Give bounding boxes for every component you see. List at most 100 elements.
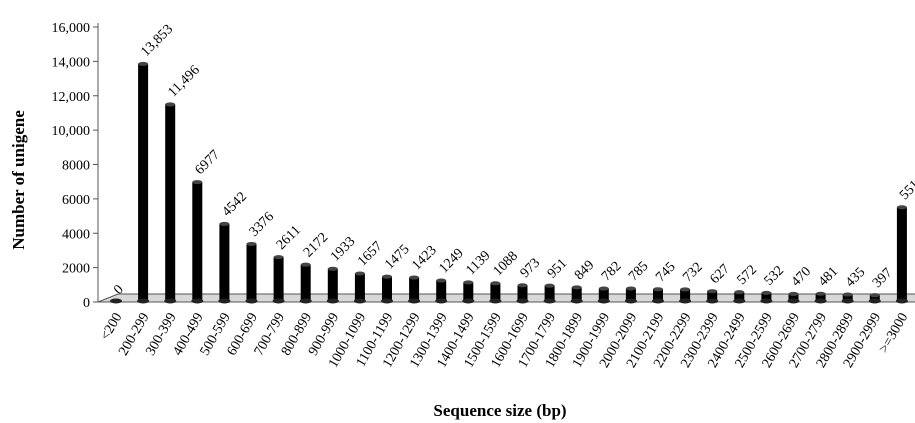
bar-body bbox=[517, 285, 528, 302]
data-label: 397 bbox=[870, 266, 895, 291]
bar-body bbox=[409, 277, 420, 302]
data-label: 732 bbox=[680, 260, 705, 285]
bar-top bbox=[788, 291, 799, 296]
bar-body bbox=[192, 182, 203, 302]
bar bbox=[706, 289, 719, 304]
bar-top bbox=[869, 293, 880, 298]
bar-body bbox=[138, 63, 149, 302]
bar bbox=[381, 274, 393, 304]
bar-body bbox=[788, 293, 799, 302]
bar bbox=[218, 221, 231, 304]
data-labels: 013,85311,496697745423376261121721933165… bbox=[111, 22, 915, 298]
data-label: 627 bbox=[707, 262, 732, 287]
data-label: 1475 bbox=[382, 242, 412, 272]
bar-base bbox=[218, 298, 231, 304]
bar bbox=[408, 275, 421, 304]
bar-body bbox=[354, 273, 365, 302]
bar-top bbox=[463, 280, 474, 285]
data-label: 481 bbox=[816, 264, 841, 289]
bar-base bbox=[299, 298, 312, 304]
bar-base bbox=[353, 298, 366, 304]
bar-base bbox=[272, 298, 285, 304]
bar bbox=[733, 290, 746, 304]
bar-body bbox=[653, 289, 663, 302]
bar-body bbox=[490, 283, 501, 302]
bar-body bbox=[815, 293, 826, 302]
bar-base bbox=[489, 298, 502, 304]
data-label: 1933 bbox=[328, 234, 358, 264]
bar-body bbox=[842, 294, 853, 302]
bar-body bbox=[165, 104, 176, 302]
bar-body bbox=[246, 243, 257, 302]
y-tick-label: 4000 bbox=[62, 227, 90, 242]
y-tick-label: 8000 bbox=[62, 159, 90, 174]
bar-base bbox=[462, 298, 475, 304]
bar-top bbox=[815, 291, 826, 296]
bar bbox=[435, 278, 448, 304]
bar bbox=[679, 287, 692, 304]
bar-base bbox=[760, 298, 773, 304]
data-label: 951 bbox=[545, 256, 570, 281]
bar-body bbox=[273, 257, 284, 302]
bar-base bbox=[191, 298, 204, 304]
bar-base bbox=[895, 298, 908, 304]
data-label: 1139 bbox=[464, 248, 494, 278]
bar-top bbox=[300, 262, 311, 267]
bar-body bbox=[598, 288, 609, 302]
data-label: 849 bbox=[572, 258, 597, 283]
data-label: 5514 bbox=[897, 173, 915, 203]
bar-body bbox=[625, 288, 636, 302]
bar-top bbox=[138, 61, 149, 66]
bar bbox=[814, 291, 827, 304]
bar-base bbox=[814, 298, 827, 304]
bar bbox=[164, 102, 177, 304]
bar bbox=[543, 283, 556, 304]
bar bbox=[110, 298, 122, 304]
data-label: 2172 bbox=[301, 230, 331, 260]
data-label: 782 bbox=[599, 259, 624, 284]
bar-body bbox=[896, 207, 907, 302]
bar-top bbox=[436, 278, 447, 283]
bar bbox=[462, 280, 475, 304]
bar-body bbox=[436, 280, 447, 302]
bar bbox=[516, 283, 529, 304]
bar bbox=[272, 255, 285, 304]
bar-top bbox=[571, 285, 582, 290]
bar-body bbox=[680, 289, 691, 302]
data-label: 1423 bbox=[409, 243, 439, 273]
bar-top bbox=[544, 283, 555, 288]
bar-top bbox=[409, 275, 420, 280]
bar-top bbox=[680, 287, 691, 292]
bar-base bbox=[706, 298, 719, 304]
bar-base bbox=[245, 298, 258, 304]
bar-top bbox=[192, 180, 203, 185]
bar-top bbox=[896, 205, 907, 210]
bar-top bbox=[761, 290, 772, 295]
bar-top bbox=[653, 287, 663, 292]
bar bbox=[597, 286, 610, 304]
bar bbox=[245, 241, 258, 304]
bar-top bbox=[382, 274, 392, 279]
data-label: 1657 bbox=[355, 239, 385, 269]
bar-body bbox=[219, 223, 230, 302]
data-label: 973 bbox=[518, 256, 543, 281]
bar bbox=[299, 262, 312, 304]
bar bbox=[652, 287, 664, 304]
bar-base bbox=[570, 298, 583, 304]
bar-body bbox=[707, 291, 718, 302]
bar bbox=[326, 266, 339, 304]
data-label: 745 bbox=[653, 260, 678, 285]
bar-top bbox=[219, 221, 230, 226]
bar-top bbox=[490, 281, 501, 286]
data-label: 3376 bbox=[247, 209, 277, 239]
bar bbox=[137, 61, 150, 304]
bar-top bbox=[354, 271, 365, 276]
bar-base bbox=[597, 298, 610, 304]
bar-base bbox=[516, 298, 529, 304]
bar bbox=[895, 205, 908, 304]
bar-base bbox=[110, 298, 122, 304]
bar bbox=[353, 271, 366, 304]
bar-top bbox=[165, 102, 176, 107]
x-tick-label: <200 bbox=[98, 311, 125, 344]
y-axis: 0 2000 4000 6000 8000 10,000 12,000 14,000 16,00… bbox=[52, 21, 99, 311]
